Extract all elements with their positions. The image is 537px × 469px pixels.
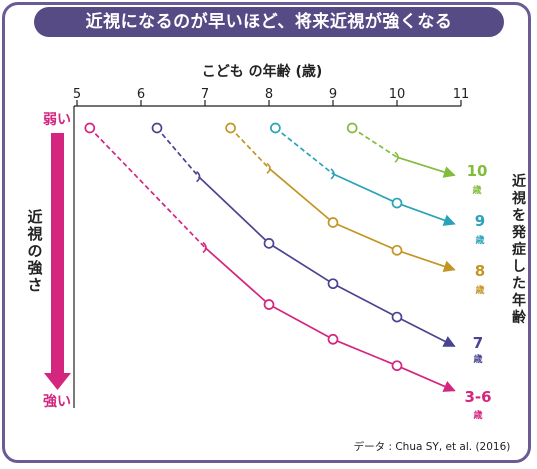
series-s7: 7歳	[151, 122, 483, 365]
data-point	[84, 122, 96, 134]
series-label-s10: 10	[467, 162, 488, 180]
series-s36: 3-6 歳	[84, 122, 492, 421]
series-segment	[332, 221, 398, 252]
x-tick-label: 8	[265, 87, 273, 102]
magnitude-arrow-shaft	[51, 133, 64, 373]
data-point	[263, 238, 275, 249]
data-point	[391, 360, 403, 372]
x-tick-label: 9	[329, 87, 337, 102]
series-segment	[204, 246, 270, 306]
data-point	[327, 217, 339, 228]
series-segment	[89, 127, 206, 249]
x-axis-ticks: 5 6 7 8 9 10 11	[73, 87, 469, 106]
data-point	[327, 278, 339, 290]
data-credit: データ : Chua SY, et al. (2016)	[354, 440, 511, 453]
y-bottom-label: 強い	[43, 393, 71, 410]
series-unit-s10: 歳	[471, 184, 481, 196]
onset-marker	[330, 168, 335, 180]
series-unit-s36: 歳	[472, 409, 482, 421]
series-unit-s8: 歳	[474, 284, 484, 296]
onset-marker	[266, 162, 271, 174]
series-unit-s9: 歳	[474, 234, 484, 246]
onset-marker	[202, 241, 207, 254]
x-tick-label: 6	[137, 87, 145, 102]
onset-age-title: 近視を発症した年齢	[511, 173, 527, 326]
x-axis-title: こども の年齢 (歳)	[202, 63, 323, 80]
series-segment	[396, 364, 456, 392]
series-unit-s7: 歳	[472, 353, 482, 365]
series-segment	[396, 156, 456, 178]
x-tick-label: 10	[389, 87, 406, 102]
magnitude-arrow-head	[44, 373, 71, 390]
series-segment	[268, 242, 334, 285]
series-segment	[332, 173, 398, 204]
series-segment	[396, 249, 456, 272]
series-segment	[332, 282, 398, 318]
series-s8: 8歳	[225, 122, 485, 296]
data-point	[327, 333, 339, 345]
series-label-s36: 3-6	[464, 388, 491, 406]
data-point	[263, 299, 275, 310]
x-tick-label: 5	[73, 87, 81, 102]
data-point	[270, 122, 281, 134]
series-segment	[229, 127, 270, 169]
series-s10: 10 歳	[346, 122, 488, 196]
onset-marker	[196, 171, 201, 183]
data-point	[391, 197, 403, 209]
series-s9: 9歳	[270, 122, 485, 246]
series-segment	[198, 176, 270, 244]
y-top-label: 弱い	[43, 112, 71, 128]
data-point	[346, 122, 358, 134]
x-tick-label: 11	[453, 87, 470, 102]
series-segment	[332, 338, 398, 367]
series-label-s8: 8	[475, 262, 485, 280]
y-axis-title: 近視の強さ	[26, 208, 42, 294]
x-tick-label: 7	[201, 87, 209, 102]
series-segment	[274, 127, 334, 175]
data-point	[391, 244, 403, 256]
series-segment	[351, 127, 398, 158]
series-segment	[396, 316, 456, 347]
series-segment	[156, 127, 200, 178]
page-title: 近視になるのが早いほど、将来近視が強くなる	[34, 7, 504, 37]
data-point	[391, 311, 403, 323]
onset-marker	[394, 151, 399, 163]
data-point	[151, 122, 163, 134]
series-segment	[268, 303, 334, 341]
series-segment	[396, 202, 456, 226]
series-label-s9: 9	[475, 212, 485, 230]
data-point	[225, 122, 236, 134]
series-label-s7: 7	[473, 334, 483, 352]
series-segment	[268, 167, 334, 224]
